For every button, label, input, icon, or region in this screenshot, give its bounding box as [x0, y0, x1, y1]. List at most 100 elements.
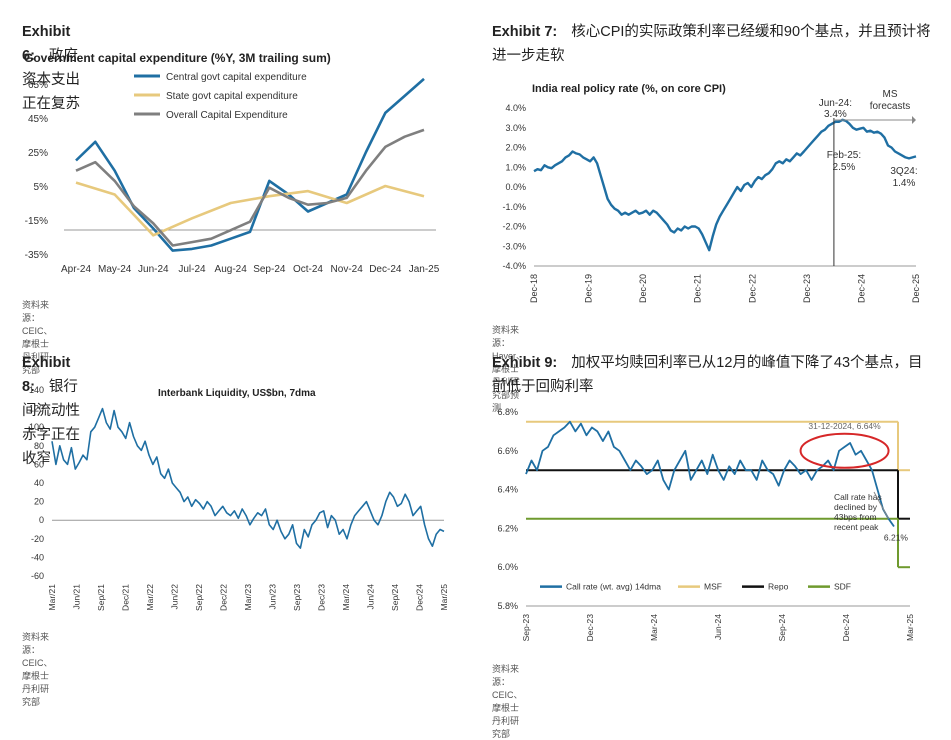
x-tick-label: Dec-24	[856, 274, 866, 303]
call-rate-chart: 6.8% 6.6% 6.4% 6.2% 6.0% 5.8% 31-12-2024, 6.64…	[497, 407, 915, 642]
y-tick-label: 6.4%	[497, 485, 518, 495]
annotation-feb25-label: Feb-25:	[827, 150, 861, 161]
y-tick-label: 3.0%	[505, 123, 526, 133]
chart-title: Interbank Liquidity, US$bn, 7dma	[158, 388, 316, 399]
legend-label: SDF	[834, 582, 851, 592]
series-line-2	[75, 181, 425, 237]
exhibit-7-title: Exhibit 7: 核心CPI的实际政策利率已经缓和90个基点，并且预计将进一步…	[492, 20, 932, 68]
y-tick-label: -20	[31, 534, 44, 544]
x-tick-label: Jan-25	[409, 264, 440, 275]
y-tick-label: 0	[39, 515, 44, 525]
y-tick-label: -60	[31, 571, 44, 581]
annotation-3q24-label: 3Q24:	[890, 166, 917, 177]
x-tick-label: Sep/23	[292, 584, 302, 611]
y-tick-label: 2.0%	[505, 143, 526, 153]
x-tick-label: Sep-23	[521, 614, 531, 642]
x-tick-label: Dec-24	[841, 614, 851, 642]
x-tick-label: Dec/22	[219, 584, 229, 611]
x-tick-label: Dec-18	[529, 274, 539, 303]
annotation-forecasts-label: forecasts	[870, 101, 911, 112]
x-tick-label: Dec-20	[638, 274, 648, 303]
x-tick-label: Dec/21	[121, 584, 131, 611]
y-tick-label: 5.8%	[497, 601, 518, 611]
y-tick-label: 100	[29, 422, 44, 432]
x-tick-label: Mar-24	[649, 614, 659, 641]
y-tick-label: 80	[34, 441, 44, 451]
legend-label: Call rate (wt. avg) 14dma	[566, 582, 661, 592]
annotation-feb25-value: 2.5%	[833, 162, 856, 173]
x-tick-label: Nov-24	[331, 264, 364, 275]
x-tick-label: Dec/24	[415, 584, 425, 611]
x-tick-label: May-24	[98, 264, 132, 275]
chart-title: Government capital expenditure (%Y, 3M t…	[24, 51, 331, 65]
legend-label: Repo	[768, 582, 789, 592]
x-tick-label: Dec-25	[911, 274, 921, 303]
annotation-decline-text: declined by	[834, 502, 878, 512]
exhibit-6-source: 资料来源：CEIC、摩根士丹利研究部	[22, 300, 53, 375]
exhibit-9-label: Exhibit 9:	[492, 355, 558, 371]
x-tick-label: Jun/23	[268, 584, 278, 610]
x-tick-label: Dec/23	[317, 584, 327, 611]
x-tick-label: Jun/22	[170, 584, 180, 610]
y-tick-label: 40	[34, 478, 44, 488]
x-tick-label: Dec-19	[584, 274, 594, 303]
y-tick-label: 60	[34, 459, 44, 469]
x-tick-label: Jun/24	[366, 584, 376, 610]
y-tick-label: -3.0%	[502, 241, 526, 251]
y-tick-label: -2.0%	[502, 222, 526, 232]
y-tick-label: 0.0%	[505, 182, 526, 192]
x-tick-label: Mar/25	[439, 584, 449, 611]
x-tick-label: Sep-24	[253, 264, 286, 275]
y-tick-label: 65%	[28, 80, 48, 91]
exhibit-6-heading: 政府资本支出正在复苏	[22, 48, 80, 112]
exhibit-6-label: Exhibit 6:	[22, 24, 71, 64]
exhibit-7-label: Exhibit 7:	[492, 24, 558, 40]
x-tick-label: Jun-24	[713, 614, 723, 640]
x-tick-label: Mar/21	[47, 584, 57, 611]
x-tick-label: Aug-24	[215, 264, 248, 275]
exhibit-6-title: Exhibit 6: 政府资本支出正在复苏	[22, 20, 84, 116]
annotation-decline-text: recent peak	[834, 522, 879, 532]
x-tick-label: Dec-24	[369, 264, 402, 275]
annotation-jun24-label: Jun-24:	[819, 98, 852, 109]
y-tick-label: 4.0%	[505, 103, 526, 113]
y-tick-label: 6.0%	[497, 562, 518, 572]
y-tick-label: 6.6%	[497, 446, 518, 456]
x-tick-label: Dec-21	[693, 274, 703, 303]
call-rate-line	[525, 420, 895, 528]
peak-highlight-circle	[799, 432, 890, 469]
legend-label: Overall Capital Expenditure	[166, 110, 288, 121]
x-tick-label: Dec-22	[747, 274, 757, 303]
x-tick-label: Mar/22	[145, 584, 155, 611]
policy-rate-chart: India real policy rate (%, on core CPI) 4…	[502, 83, 921, 303]
x-tick-label: Jun-24	[138, 264, 169, 275]
annotation-decline-text: Call rate has	[834, 492, 882, 502]
annotation-ms-label: MS	[883, 89, 898, 100]
y-tick-label: 6.8%	[497, 407, 518, 417]
y-tick-label: 1.0%	[505, 162, 526, 172]
y-tick-label: 120	[29, 404, 44, 414]
legend-label: State govt capital expenditure	[166, 91, 298, 102]
series-line-3	[75, 128, 425, 247]
series-line	[533, 118, 917, 252]
exhibit-8-title: Exhibit 8: 银行间流动性赤字正在收窄	[22, 351, 84, 471]
x-tick-label: Sep/24	[390, 584, 400, 611]
legend-label: Central govt capital expenditure	[166, 72, 307, 83]
y-tick-label: 20	[34, 497, 44, 507]
exhibit-9-source: 资料来源：CEIC、摩根士丹利研究部	[492, 664, 523, 739]
exhibit-7-source: 资料来源：Haver、摩根士丹利研究部预测	[492, 325, 526, 413]
annotation-decline-arrow	[873, 491, 889, 519]
legend-label: MSF	[704, 582, 722, 592]
x-tick-label: Dec-23	[802, 274, 812, 303]
x-tick-label: Sep/21	[96, 584, 106, 611]
y-tick-label: -35%	[25, 250, 48, 261]
annotation-3q24-value: 1.4%	[893, 178, 916, 189]
annotation-latest-value: 6.21%	[884, 532, 909, 542]
y-tick-label: 25%	[28, 148, 48, 159]
liquidity-chart: Interbank Liquidity, US$bn, 7dma 140 120 10…	[29, 385, 449, 611]
y-tick-label: 6.2%	[497, 523, 518, 533]
x-tick-label: Dec-23	[585, 614, 595, 642]
exhibit-8-label: Exhibit 8:	[22, 355, 71, 395]
annotation-decline-text: 43bps from	[834, 512, 877, 522]
x-tick-label: Oct-24	[293, 264, 323, 275]
